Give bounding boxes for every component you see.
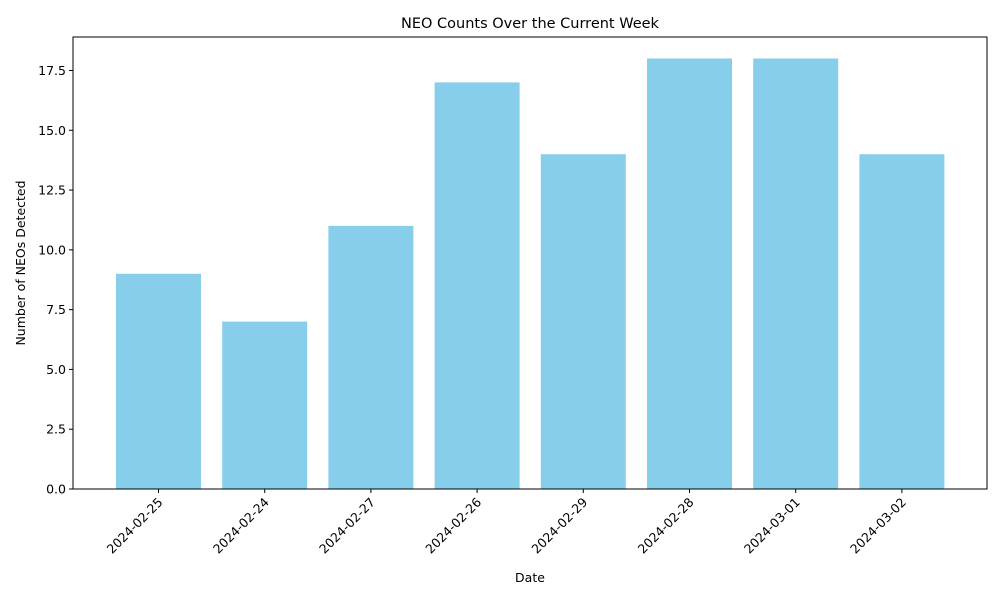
bar-2024-02-29 bbox=[540, 154, 626, 489]
x-tick-label: 2024-02-27 bbox=[316, 495, 378, 557]
x-axis-ticks: 2024-02-25 2024-02-24 2024-02-27 2024-02-26… bbox=[104, 489, 909, 556]
x-tick-label: 2024-02-24 bbox=[210, 494, 272, 556]
y-tick-label: 7.5 bbox=[46, 302, 66, 317]
y-tick-label: 15.0 bbox=[38, 123, 66, 138]
plot-frame bbox=[72, 36, 988, 490]
x-tick-label: 2024-02-28 bbox=[635, 494, 697, 556]
bar-2024-02-25 bbox=[116, 273, 201, 489]
x-tick-label: 2024-03-02 bbox=[847, 495, 909, 557]
y-tick-label: 17.5 bbox=[38, 63, 66, 78]
chart-title: NEO Counts Over the Current Week bbox=[401, 16, 660, 32]
bar-2024-02-26 bbox=[434, 82, 520, 490]
bars-layer bbox=[116, 58, 945, 490]
x-tick-label: 2024-03-01 bbox=[741, 495, 803, 557]
bar-2024-02-28 bbox=[647, 58, 732, 489]
y-tick-label: 10.0 bbox=[38, 242, 66, 257]
x-tick-label: 2024-02-26 bbox=[422, 494, 484, 556]
y-axis-ticks: 0.0 2.5 5.0 7.5 10.0 12.5 15.0 17.5 bbox=[38, 63, 73, 497]
x-tick-label: 2024-02-25 bbox=[104, 495, 166, 557]
y-tick-label: 2.5 bbox=[46, 422, 66, 437]
y-tick-label: 5.0 bbox=[46, 362, 66, 377]
x-tick-label: 2024-02-29 bbox=[528, 494, 590, 556]
y-tick-label: 0.0 bbox=[46, 482, 66, 497]
y-tick-label: 12.5 bbox=[38, 183, 66, 198]
bar-2024-02-24 bbox=[222, 321, 308, 489]
bar-2024-03-01 bbox=[753, 58, 839, 489]
bar-2024-02-27 bbox=[328, 225, 414, 489]
bar-2024-03-02 bbox=[859, 154, 945, 489]
y-axis-label: Number of NEOs Detected bbox=[13, 180, 28, 345]
x-axis-label: Date bbox=[515, 570, 545, 585]
